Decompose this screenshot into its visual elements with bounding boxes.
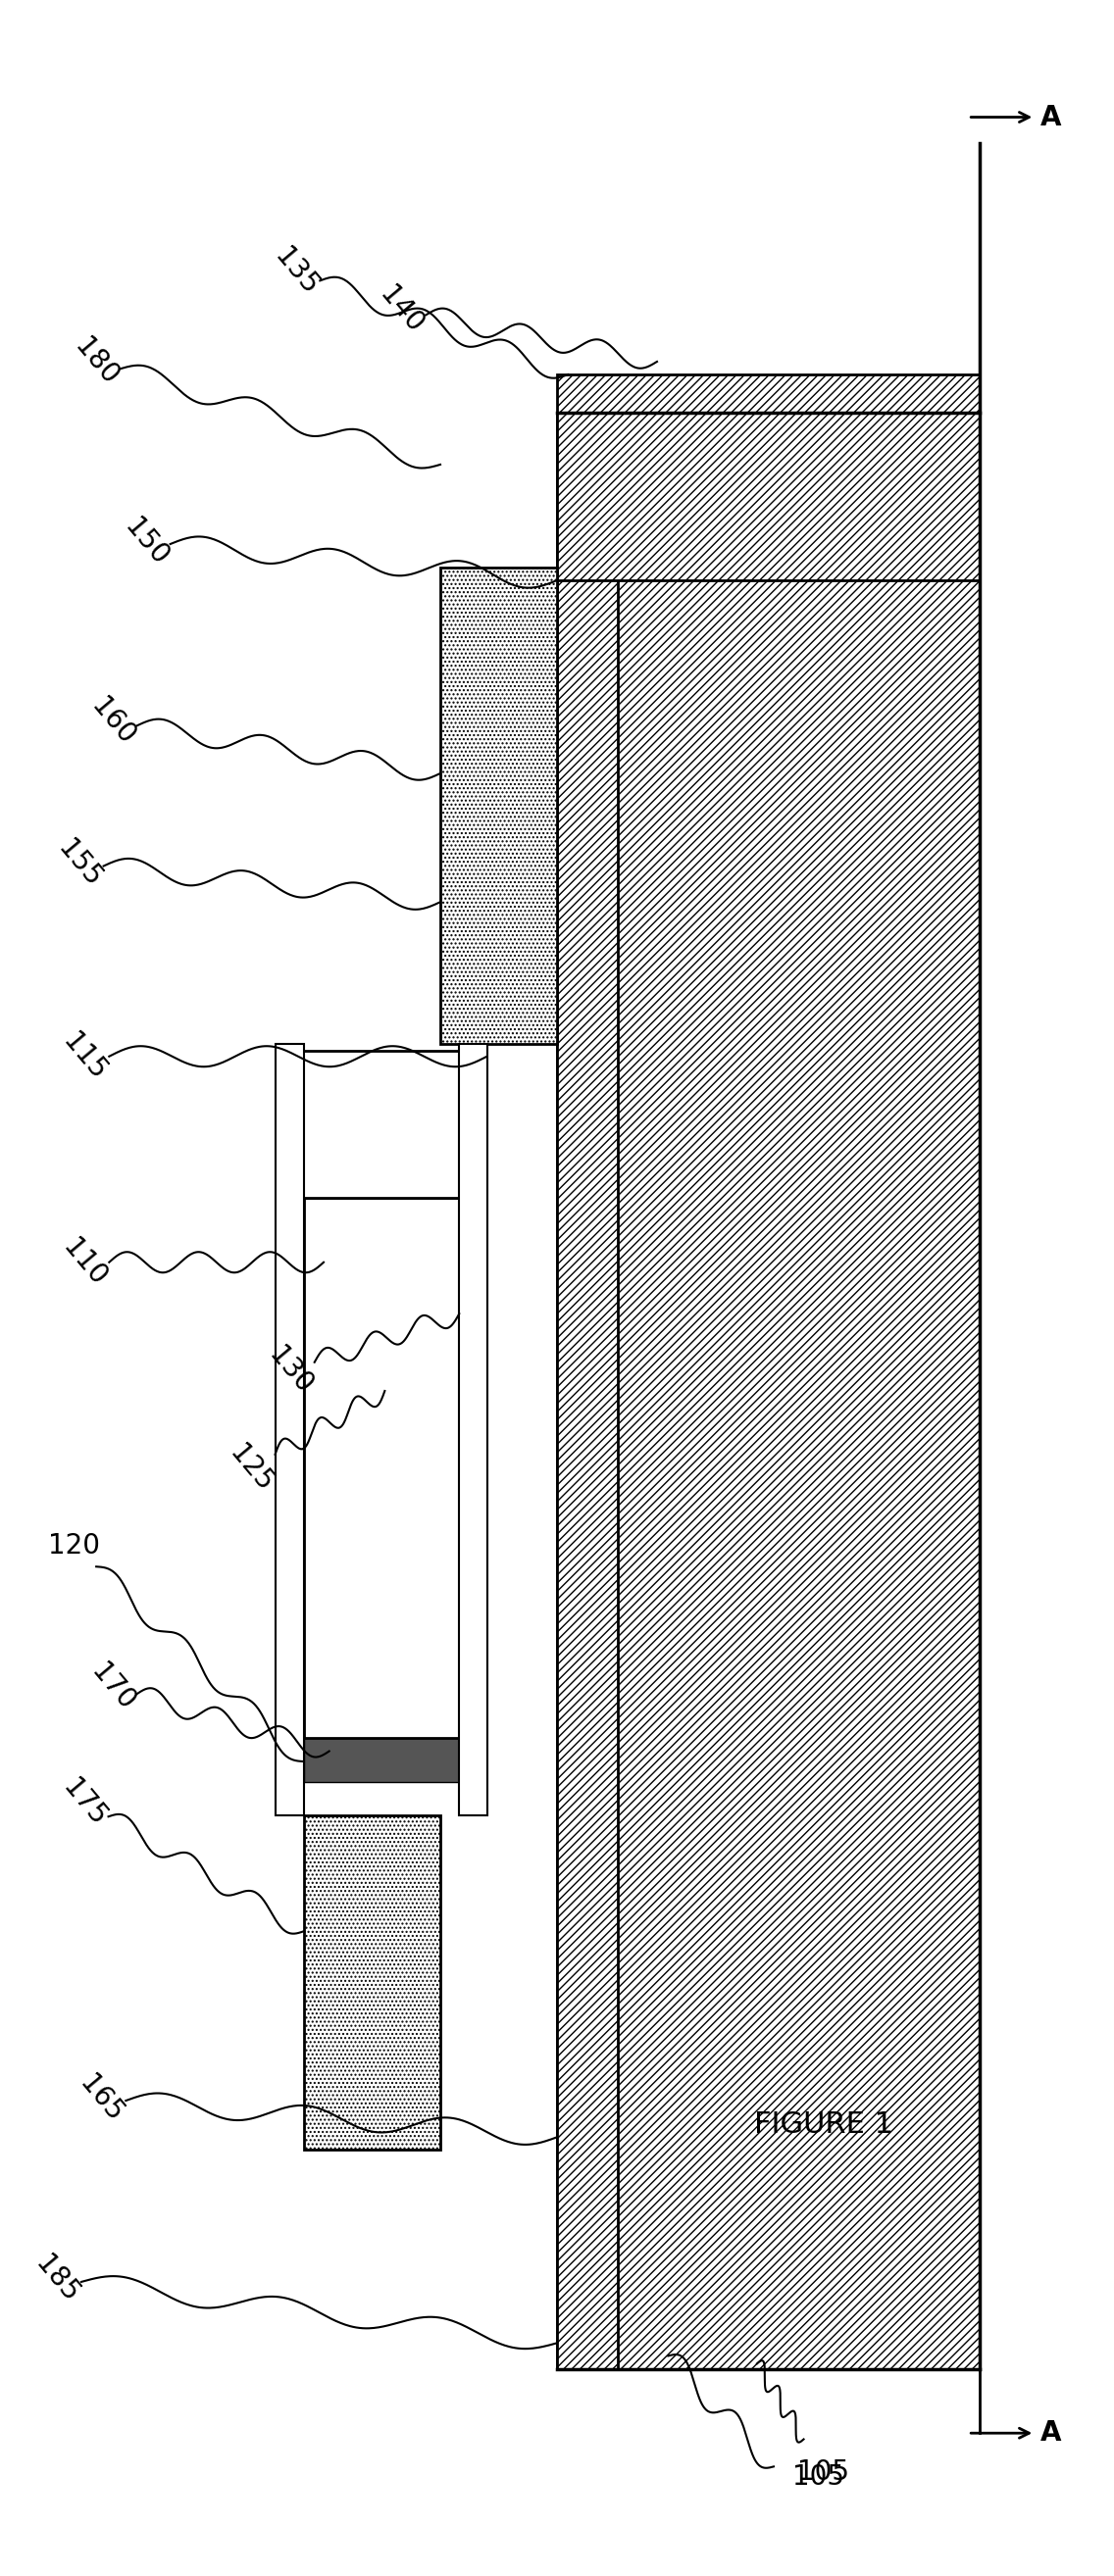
Bar: [304, 1739, 459, 1783]
Text: 105: 105: [792, 2463, 844, 2491]
Text: 160: 160: [86, 693, 139, 750]
Text: 150: 150: [118, 513, 173, 569]
Bar: [557, 412, 979, 2370]
Bar: [304, 1198, 459, 1739]
Text: 175: 175: [58, 1775, 111, 1832]
Text: 120: 120: [48, 1533, 99, 1558]
Bar: [304, 1816, 440, 2151]
Text: 180: 180: [69, 332, 123, 392]
Bar: [285, 1051, 479, 1198]
Text: 110: 110: [58, 1234, 111, 1291]
Text: 170: 170: [86, 1659, 139, 1716]
Text: 135: 135: [268, 242, 323, 301]
Text: 115: 115: [58, 1028, 111, 1084]
Text: 155: 155: [52, 835, 106, 891]
Text: 130: 130: [263, 1342, 317, 1399]
Text: FIGURE 1: FIGURE 1: [754, 2110, 893, 2138]
Text: 165: 165: [75, 2071, 128, 2128]
Text: A: A: [1040, 2419, 1062, 2447]
Text: 105: 105: [798, 2458, 850, 2486]
Bar: [276, 1043, 304, 1816]
Text: A: A: [1040, 103, 1062, 131]
Bar: [440, 567, 557, 1043]
Bar: [557, 412, 618, 2370]
Text: 125: 125: [224, 1440, 278, 1497]
Bar: [459, 1043, 487, 1816]
Text: 185: 185: [30, 2249, 85, 2308]
Text: 140: 140: [374, 281, 429, 340]
Bar: [557, 374, 979, 580]
